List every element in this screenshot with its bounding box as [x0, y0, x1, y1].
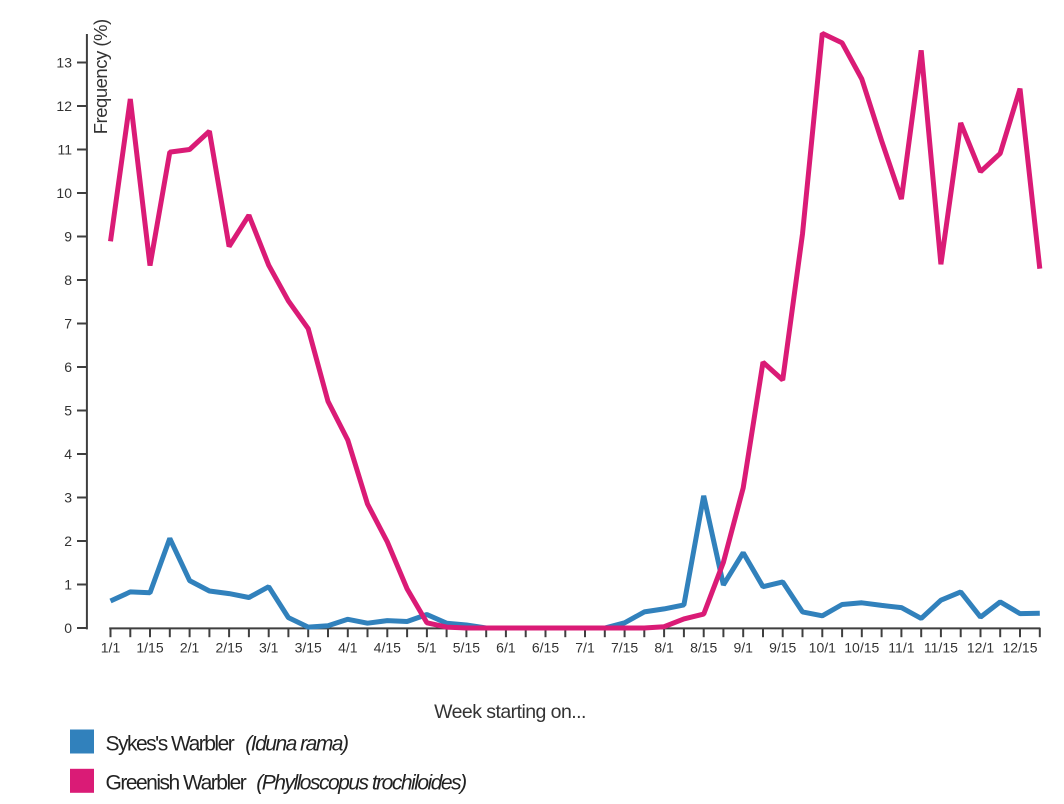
- svg-text:9/1: 9/1: [733, 640, 753, 656]
- svg-text:12: 12: [56, 98, 72, 114]
- svg-text:3: 3: [64, 490, 72, 506]
- svg-text:5/1: 5/1: [417, 640, 437, 656]
- svg-text:7/15: 7/15: [611, 640, 638, 656]
- svg-text:7/1: 7/1: [575, 640, 595, 656]
- svg-text:6/15: 6/15: [532, 640, 559, 656]
- svg-text:11/1: 11/1: [888, 640, 914, 656]
- svg-text:10/1: 10/1: [809, 640, 836, 656]
- svg-text:8/15: 8/15: [690, 640, 717, 656]
- svg-text:Sykes's Warbler(Iduna rama): Sykes's Warbler (Iduna rama): [106, 733, 348, 756]
- svg-text:6/1: 6/1: [496, 640, 516, 656]
- svg-text:7: 7: [64, 316, 72, 332]
- svg-text:11: 11: [57, 142, 72, 158]
- svg-text:3/15: 3/15: [295, 640, 322, 656]
- svg-text:12/1: 12/1: [967, 640, 994, 656]
- svg-text:2/15: 2/15: [215, 640, 242, 656]
- svg-text:1/1: 1/1: [101, 640, 121, 656]
- svg-text:1/15: 1/15: [136, 640, 163, 656]
- svg-text:6: 6: [64, 359, 72, 375]
- svg-text:11/15: 11/15: [924, 640, 958, 656]
- svg-text:4/15: 4/15: [374, 640, 401, 656]
- svg-text:12/15: 12/15: [1002, 640, 1037, 656]
- svg-text:10: 10: [56, 185, 72, 201]
- svg-text:Greenish Warbler(Phylloscopus: Greenish Warbler (Phylloscopus trochiloid…: [106, 772, 467, 795]
- svg-text:2: 2: [64, 533, 72, 549]
- svg-text:4/1: 4/1: [338, 640, 358, 656]
- svg-text:3/1: 3/1: [259, 640, 279, 656]
- svg-text:Week starting on...: Week starting on...: [434, 701, 586, 723]
- svg-text:4: 4: [64, 446, 72, 462]
- svg-text:9: 9: [64, 229, 72, 245]
- svg-text:9/15: 9/15: [769, 640, 796, 656]
- svg-text:0: 0: [64, 620, 72, 636]
- svg-text:Frequency (%): Frequency (%): [90, 19, 111, 134]
- svg-text:10/15: 10/15: [844, 640, 879, 656]
- svg-text:5/15: 5/15: [453, 640, 480, 656]
- svg-text:8/1: 8/1: [654, 640, 674, 656]
- svg-text:8: 8: [64, 272, 72, 288]
- svg-text:1: 1: [64, 577, 72, 593]
- svg-text:13: 13: [56, 55, 72, 71]
- svg-text:2/1: 2/1: [180, 640, 200, 656]
- svg-text:5: 5: [64, 403, 72, 419]
